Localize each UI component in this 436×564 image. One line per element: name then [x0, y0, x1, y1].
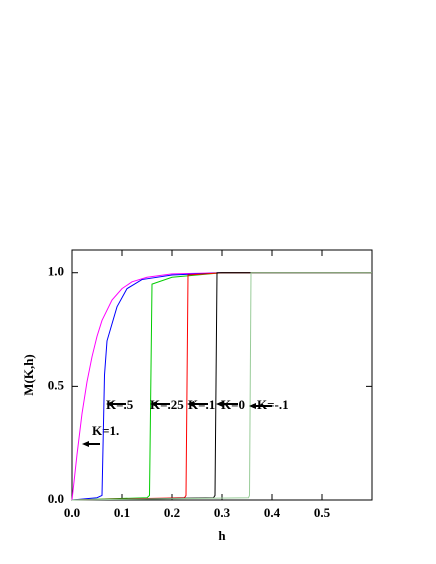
y-axis-label: M(K,h) — [21, 354, 36, 396]
x-tick-label: 0.0 — [64, 505, 80, 520]
x-tick-label: 0.4 — [264, 505, 281, 520]
series-annotation: K=-.1 — [257, 397, 289, 412]
x-tick-label: 0.5 — [314, 505, 331, 520]
plot-frame — [71, 249, 373, 501]
x-tick-label: 0.2 — [164, 505, 180, 520]
series-line — [71, 272, 372, 501]
annotation-arrowhead — [150, 401, 157, 407]
y-tick-label: 1.0 — [48, 264, 64, 279]
annotation-arrowhead — [106, 401, 113, 407]
annotation-arrowhead — [216, 401, 223, 407]
series-annotation: K=1. — [92, 423, 119, 438]
x-tick-label: 0.3 — [214, 505, 231, 520]
annotation-arrowhead — [187, 401, 194, 407]
annotation-arrowhead — [249, 403, 256, 409]
annotation-arrowhead — [82, 441, 89, 447]
x-axis-label: h — [218, 528, 226, 543]
y-tick-label: 0.5 — [48, 377, 65, 392]
series-line — [71, 272, 372, 501]
series-line — [71, 272, 372, 501]
y-tick-label: 0.0 — [48, 491, 64, 506]
x-tick-label: 0.1 — [114, 505, 130, 520]
